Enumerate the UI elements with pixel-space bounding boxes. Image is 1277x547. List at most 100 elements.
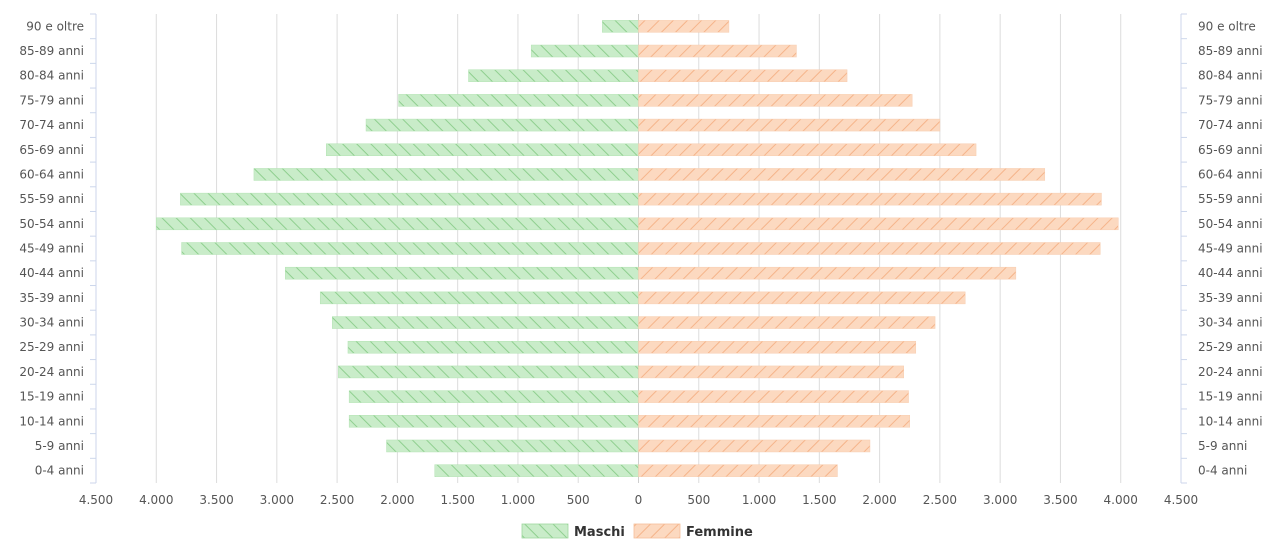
- bar-femmine[interactable]: [638, 266, 1017, 280]
- legend-label-maschi: Maschi: [574, 525, 625, 540]
- x-tick-label: 1.500: [440, 493, 474, 507]
- bar-maschi[interactable]: [181, 242, 639, 255]
- bar-maschi[interactable]: [398, 94, 639, 107]
- legend-swatch-femmine: [633, 523, 681, 539]
- category-label-right: 35-39 anni: [1198, 291, 1263, 305]
- category-label-left: 30-34 anni: [19, 316, 84, 330]
- bar-femmine[interactable]: [638, 464, 838, 477]
- category-label-left: 35-39 anni: [19, 291, 84, 305]
- bar-femmine[interactable]: [638, 94, 913, 107]
- bar-maschi[interactable]: [602, 20, 639, 33]
- bar-maschi[interactable]: [253, 168, 639, 181]
- category-label-right: 25-29 anni: [1198, 340, 1263, 354]
- category-label-left: 0-4 anni: [35, 464, 84, 478]
- bar-maschi[interactable]: [285, 266, 639, 280]
- category-label-left: 80-84 anni: [19, 69, 84, 83]
- category-label-left: 25-29 anni: [19, 340, 84, 354]
- x-tick-label: 2.000: [862, 493, 896, 507]
- x-tick-label: 1.000: [501, 493, 535, 507]
- bars: [156, 20, 1119, 477]
- x-tick-label: 1.000: [742, 493, 776, 507]
- x-tick-label: 3.000: [983, 493, 1017, 507]
- category-label-left: 70-74 anni: [19, 118, 84, 132]
- bar-maschi[interactable]: [365, 118, 639, 132]
- category-label-left: 45-49 anni: [19, 242, 84, 256]
- legend-item-maschi[interactable]: Maschi: [521, 523, 625, 540]
- category-label-left: 50-54 anni: [19, 217, 84, 231]
- bar-femmine[interactable]: [638, 44, 797, 58]
- bar-maschi[interactable]: [434, 464, 639, 477]
- category-label-right: 50-54 anni: [1198, 217, 1263, 231]
- bar-femmine[interactable]: [638, 415, 910, 428]
- category-label-right: 40-44 anni: [1198, 266, 1263, 280]
- bar-femmine[interactable]: [638, 192, 1102, 206]
- category-labels: 0-4 anni 0-4 anni 5-9 anni 5-9 anni 10-14 an…: [19, 19, 1262, 477]
- bar-maschi[interactable]: [468, 69, 639, 82]
- x-tick-label: 2.000: [380, 493, 414, 507]
- category-label-right: 90 e oltre: [1198, 19, 1256, 33]
- bar-femmine[interactable]: [638, 340, 917, 354]
- category-label-right: 20-24 anni: [1198, 365, 1263, 379]
- bar-maschi[interactable]: [156, 217, 639, 231]
- category-label-right: 75-79 anni: [1198, 93, 1263, 107]
- category-label-right: 5-9 anni: [1198, 439, 1247, 453]
- axes: [90, 13, 1187, 484]
- legend-swatch-maschi: [521, 523, 569, 539]
- x-tick-label: 4.500: [79, 493, 113, 507]
- bar-maschi[interactable]: [347, 340, 639, 354]
- bar-femmine[interactable]: [638, 20, 730, 33]
- bar-femmine[interactable]: [638, 168, 1046, 181]
- category-label-right: 80-84 anni: [1198, 69, 1263, 83]
- category-label-left: 40-44 anni: [19, 266, 84, 280]
- x-tick-label: 1.500: [802, 493, 836, 507]
- category-label-left: 15-19 anni: [19, 390, 84, 404]
- x-tick-label: 500: [567, 493, 590, 507]
- category-label-left: 65-69 anni: [19, 143, 84, 157]
- bar-maschi[interactable]: [530, 44, 639, 58]
- x-tick-label: 4.500: [1164, 493, 1198, 507]
- x-tick-label: 3.500: [1043, 493, 1077, 507]
- bar-maschi[interactable]: [319, 291, 639, 305]
- category-label-right: 60-64 anni: [1198, 167, 1263, 181]
- bar-maschi[interactable]: [326, 143, 639, 157]
- legend-label-femmine: Femmine: [686, 525, 753, 540]
- category-label-right: 65-69 anni: [1198, 143, 1263, 157]
- legend-item-femmine[interactable]: Femmine: [633, 523, 753, 540]
- category-label-left: 85-89 anni: [19, 44, 84, 58]
- x-tick-labels: 4.500 4.000 3.500 3.000 2.500 2.000 1.500 1.000…: [79, 493, 1198, 507]
- category-label-right: 85-89 anni: [1198, 44, 1263, 58]
- bar-maschi[interactable]: [332, 316, 639, 329]
- category-label-left: 5-9 anni: [35, 439, 84, 453]
- category-label-right: 45-49 anni: [1198, 242, 1263, 256]
- bar-maschi[interactable]: [180, 192, 639, 206]
- category-label-right: 15-19 anni: [1198, 390, 1263, 404]
- bar-maschi[interactable]: [338, 365, 639, 379]
- x-tick-label: 2.500: [320, 493, 354, 507]
- category-label-right: 10-14 anni: [1198, 414, 1263, 428]
- bar-femmine[interactable]: [638, 217, 1119, 231]
- bar-femmine[interactable]: [638, 242, 1101, 255]
- legend[interactable]: Maschi Femmine: [521, 523, 753, 540]
- category-label-right: 55-59 anni: [1198, 192, 1263, 206]
- x-tick-label: 3.000: [260, 493, 294, 507]
- bar-femmine[interactable]: [638, 316, 936, 329]
- bar-maschi[interactable]: [386, 439, 639, 453]
- bar-femmine[interactable]: [638, 390, 909, 403]
- category-label-left: 75-79 anni: [19, 93, 84, 107]
- bar-maschi[interactable]: [348, 390, 639, 403]
- category-label-left: 20-24 anni: [19, 365, 84, 379]
- bar-femmine[interactable]: [638, 365, 904, 379]
- bar-femmine[interactable]: [638, 143, 977, 157]
- bar-femmine[interactable]: [638, 439, 871, 453]
- bar-femmine[interactable]: [638, 118, 941, 132]
- category-label-right: 0-4 anni: [1198, 464, 1247, 478]
- bar-femmine[interactable]: [638, 291, 966, 305]
- bar-maschi[interactable]: [348, 415, 639, 428]
- x-tick-label: 3.500: [199, 493, 233, 507]
- x-tick-label: 4.000: [139, 493, 173, 507]
- bar-femmine[interactable]: [638, 69, 848, 82]
- category-label-left: 60-64 anni: [19, 167, 84, 181]
- category-label-left: 55-59 anni: [19, 192, 84, 206]
